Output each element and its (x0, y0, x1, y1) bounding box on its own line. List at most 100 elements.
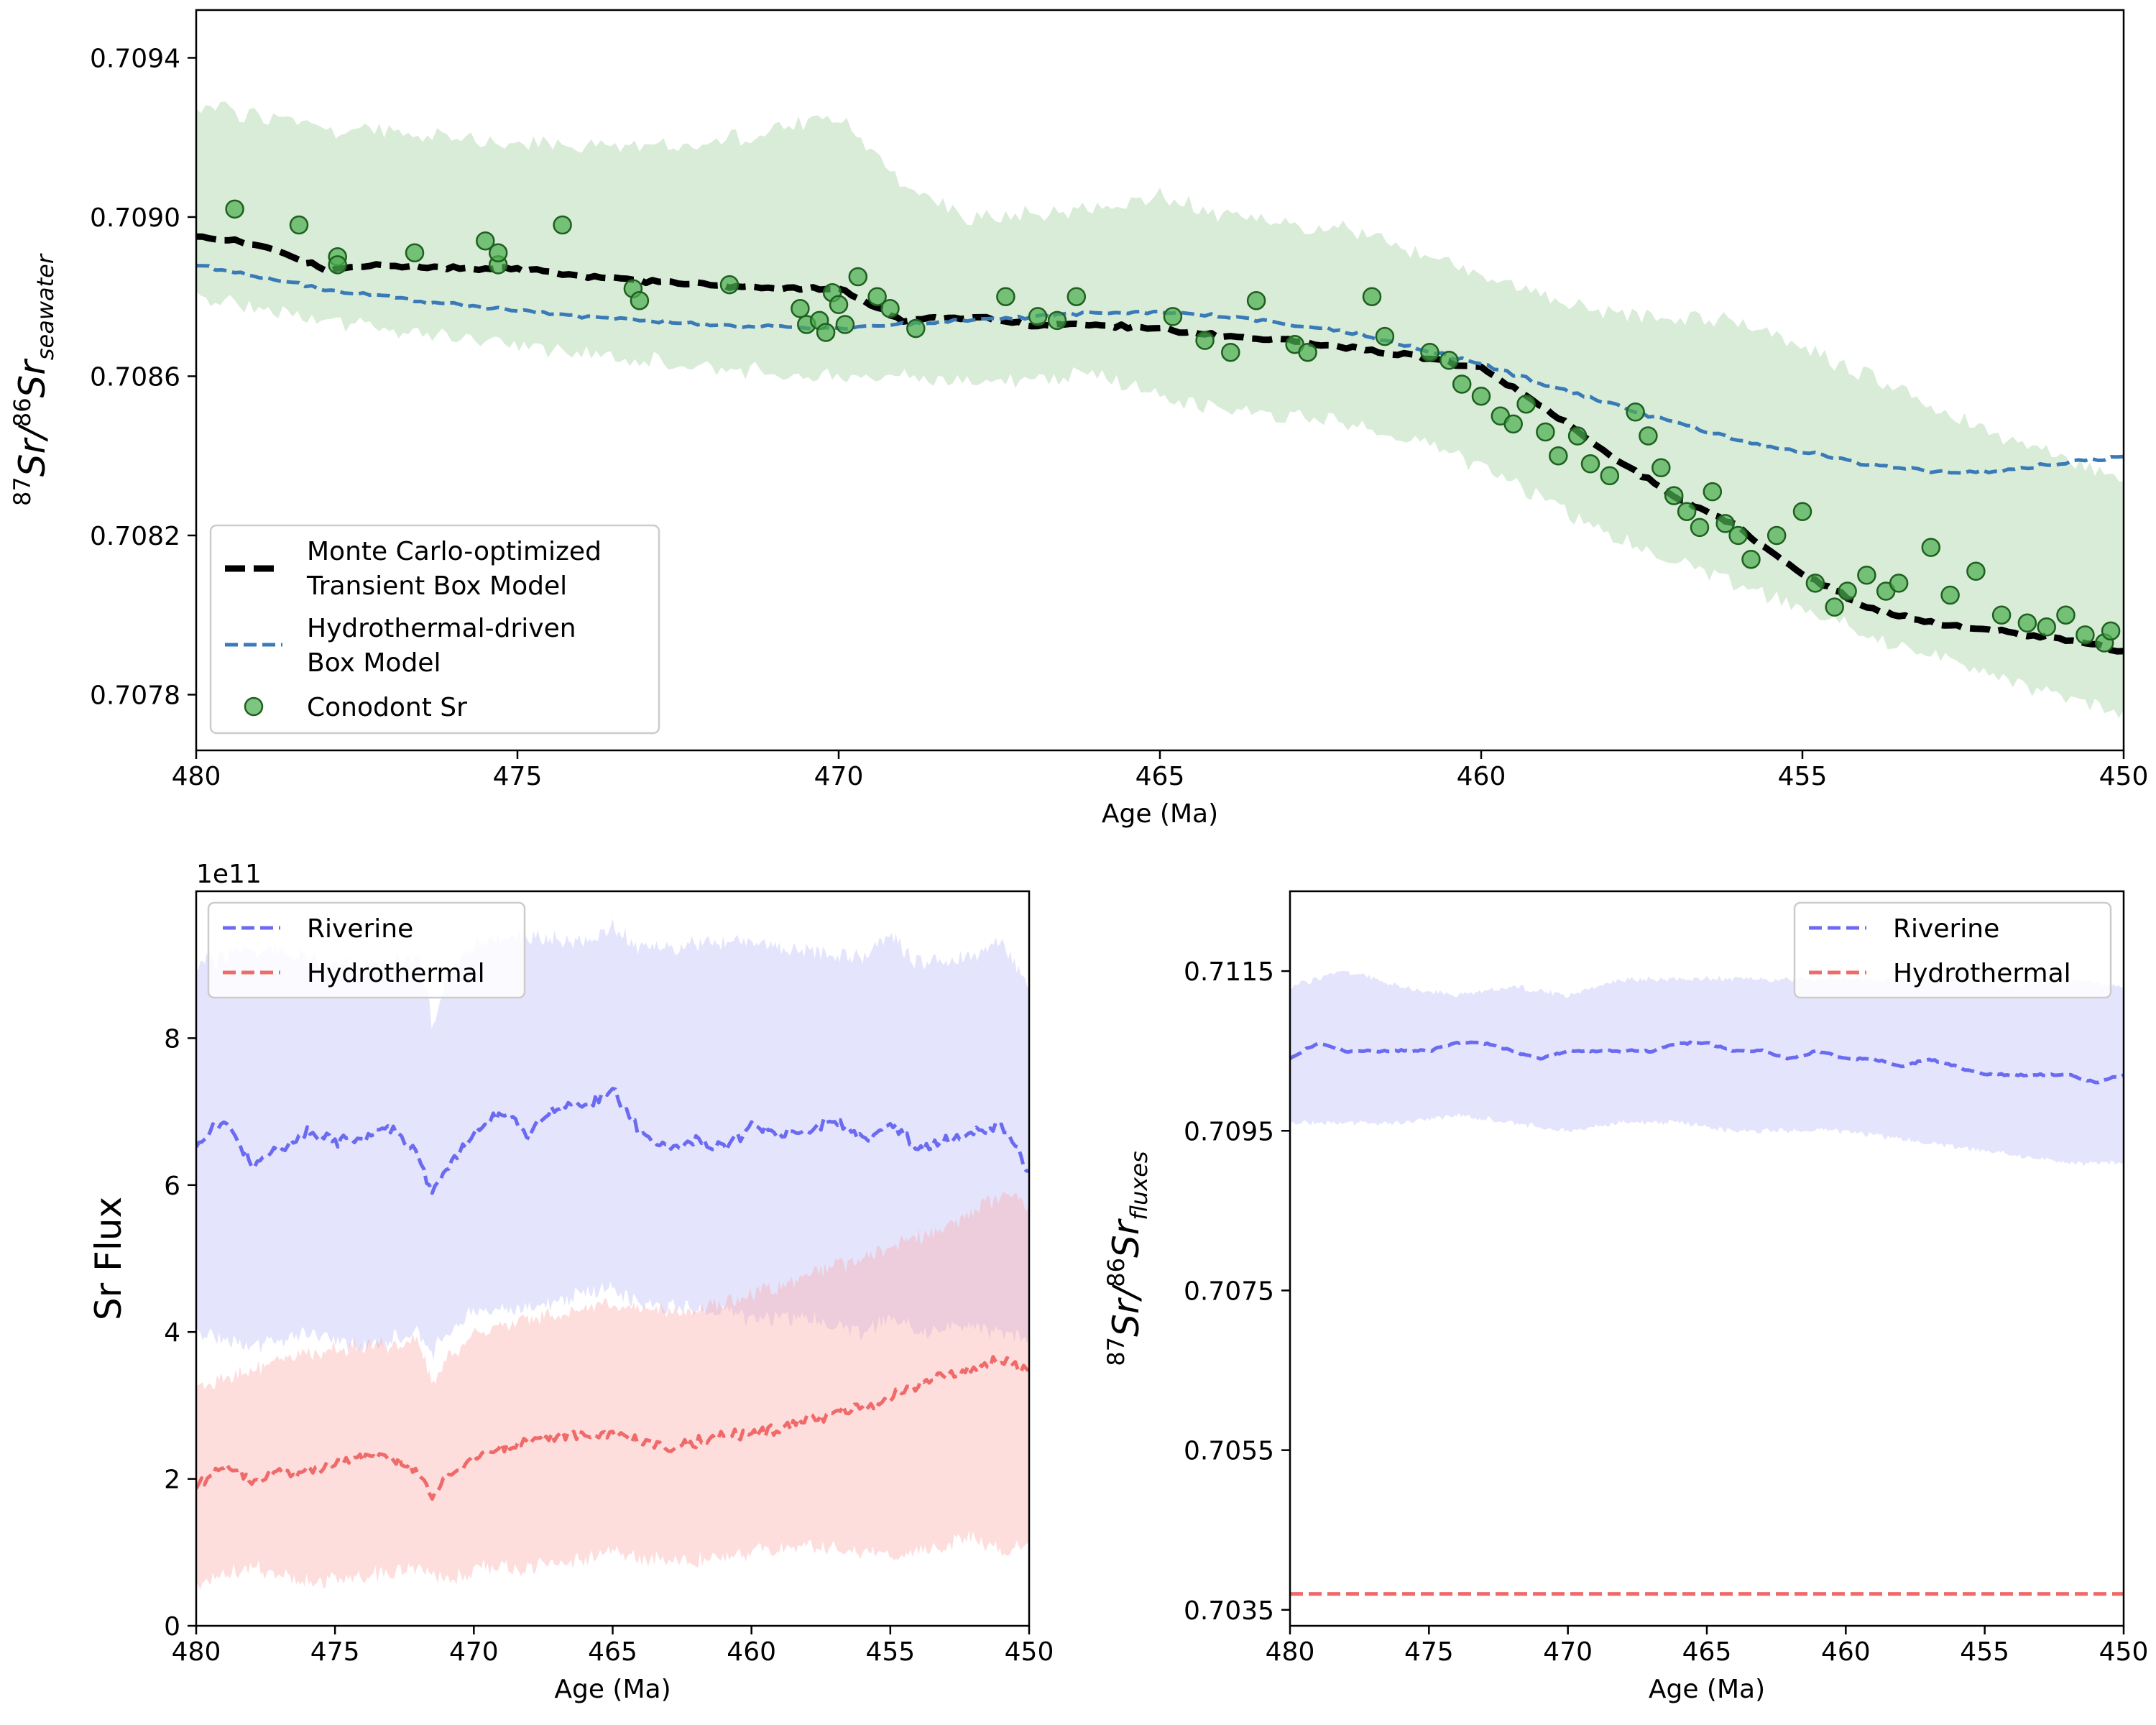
scatter-point (1766, 525, 1787, 546)
scatter-point (1792, 502, 1812, 521)
scatter-point (996, 287, 1015, 306)
scatter-point (1889, 574, 1909, 593)
confidence-band-0 (196, 101, 2124, 718)
legend-label: Riverine (1893, 914, 1999, 944)
x-tick-label: 455 (1778, 762, 1828, 791)
y-tick-label: 4 (164, 1318, 180, 1348)
scatter-point (1471, 386, 1491, 406)
scatter-point (1728, 525, 1748, 546)
y-axis-label-part: Sr/ (1105, 1284, 1147, 1337)
scatter-point (2076, 625, 2095, 645)
x-axis-label: Age (Ma) (1649, 1675, 1765, 1704)
y-tick-label: 0.7055 (1184, 1437, 1274, 1466)
y-tick-label: 0.7094 (90, 44, 180, 73)
scatter-point (488, 243, 508, 263)
scatter-point (1362, 287, 1382, 306)
scatter-point (848, 267, 868, 287)
scatter-point (630, 290, 650, 310)
plot-area (1290, 970, 2124, 1596)
confidence-band-0 (196, 919, 1029, 1361)
scatter-point (1991, 605, 2012, 625)
scatter-point (867, 287, 887, 306)
y-axis-label: 87Sr/86Srseawater (9, 253, 59, 506)
scatter-point (1664, 486, 1684, 505)
y-axis-label-part: Sr (1105, 1218, 1147, 1258)
x-tick-label: 470 (449, 1637, 499, 1667)
confidence-band-0 (1290, 970, 2124, 1167)
y-axis-label-part: fluxes (1125, 1151, 1153, 1220)
legend-label: Conodont Sr (307, 693, 467, 722)
legend-label: Monte Carlo-optimized (307, 537, 602, 566)
legend-box (1793, 901, 2112, 999)
x-tick-label: 475 (1404, 1637, 1454, 1667)
scatter-point (829, 295, 849, 315)
scatter-point (816, 323, 836, 342)
scatter-point (1549, 446, 1568, 466)
scatter-point (1246, 290, 1266, 310)
x-tick-label: 450 (1005, 1637, 1054, 1667)
x-tick-label: 450 (2099, 762, 2149, 791)
scatter-point (1047, 310, 1067, 331)
y-axis-label-part: Sr/ (11, 423, 53, 477)
y-tick-label: 0.7090 (90, 203, 180, 233)
offset-text: 1e11 (196, 860, 262, 889)
x-tick-label: 475 (310, 1637, 360, 1667)
x-tick-label: 465 (1135, 762, 1185, 791)
scatter-point (1703, 482, 1723, 502)
scatter-point (1580, 454, 1600, 474)
scatter-point (1677, 502, 1697, 521)
scatter-point (1715, 514, 1735, 533)
seawater-panel: 480 475 470 465 460 455 450 0.7078 0.7082 0.7086 0… (9, 9, 2149, 829)
scatter-point (1567, 426, 1588, 446)
y-tick-label: 6 (164, 1172, 180, 1201)
scatter-point (1600, 466, 1620, 486)
y-axis-label-part: 87 (9, 477, 36, 506)
scatter-point (1857, 566, 1876, 585)
y-tick-label: 0.7035 (1184, 1596, 1274, 1626)
scatter-point (1163, 307, 1183, 326)
scatter-point (1825, 597, 1844, 617)
legend-label: Hydrothermal (307, 959, 485, 988)
scatter-point (328, 255, 347, 275)
scatter-point (1639, 426, 1658, 446)
x-tick-label: 470 (1543, 1637, 1593, 1667)
series-line-1 (196, 1355, 1029, 1501)
x-tick-label: 475 (493, 762, 543, 791)
x-tick-label: 470 (814, 762, 864, 791)
y-axis-label-part: 86 (1102, 1258, 1130, 1287)
scatter-point (1195, 331, 1215, 350)
y-axis-label-part: Sr (11, 358, 53, 398)
scatter-point (1805, 574, 1825, 593)
scatter-point (1503, 414, 1523, 434)
fluxes-ratio-panel: 480 475 470 465 460 455 450 0.7035 0.7055 0.7075 0… (1102, 890, 2149, 1704)
x-tick-label: 450 (2099, 1637, 2149, 1667)
legend-box (209, 524, 660, 735)
scatter-point (476, 231, 495, 251)
scatter-point (553, 215, 572, 235)
scatter-point (906, 318, 926, 339)
scatter-point (1626, 402, 1645, 422)
scatter-point (1690, 518, 1710, 538)
series-line-0 (1290, 1040, 2124, 1085)
scatter-point (719, 275, 740, 295)
scatter-point (2037, 617, 2056, 637)
x-tick-label: 480 (172, 1637, 221, 1667)
scatter-point (225, 199, 244, 219)
y-tick-label: 0.7075 (1184, 1276, 1274, 1306)
series-line-0 (196, 233, 2124, 655)
x-tick-label: 460 (1821, 1637, 1871, 1667)
scatter-point (1420, 342, 1439, 362)
y-axis-label-part: 86 (9, 397, 36, 427)
scatter-point (880, 299, 900, 318)
scatter-point (835, 315, 855, 334)
y-tick-label: 0 (164, 1612, 180, 1642)
scatter-point (1375, 326, 1395, 346)
legend-label: Hydrothermal (1893, 959, 2071, 988)
x-tick-label: 455 (865, 1637, 915, 1667)
y-tick-label: 0.7078 (90, 681, 180, 710)
y-tick-label: 0.7086 (90, 362, 180, 392)
x-tick-label: 480 (1266, 1637, 1315, 1667)
legend-label: Riverine (307, 914, 413, 944)
y-axis-label: Sr Flux (88, 1197, 129, 1320)
confidence-band-1 (196, 1192, 1029, 1590)
